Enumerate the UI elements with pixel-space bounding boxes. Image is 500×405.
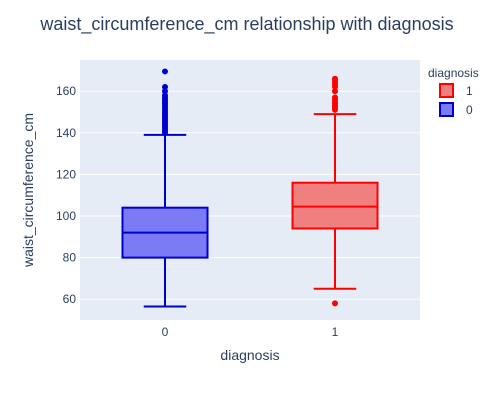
legend-swatch xyxy=(439,83,454,98)
iqr-box xyxy=(291,181,379,230)
x-tick-label: 0 xyxy=(162,325,169,339)
outlier-point xyxy=(162,92,168,99)
y-tick-label: 100 xyxy=(56,209,76,223)
x-axis-label: diagnosis xyxy=(220,347,279,363)
x-tick-label: 1 xyxy=(332,325,339,339)
y-tick-label: 140 xyxy=(56,126,76,140)
box-series-1 xyxy=(291,75,379,307)
outlier-point xyxy=(332,300,338,307)
outlier-point xyxy=(332,75,338,82)
box-series-0 xyxy=(121,68,209,308)
outlier-point xyxy=(162,84,168,91)
legend-title: diagnosis xyxy=(428,66,479,80)
legend-swatch xyxy=(439,102,454,117)
legend: diagnosis 1 0 xyxy=(428,66,479,117)
legend-label: 1 xyxy=(466,84,473,98)
legend-item-0[interactable]: 0 xyxy=(439,102,473,117)
y-tick-label: 80 xyxy=(63,251,77,265)
box-plots xyxy=(121,68,379,308)
outlier-point xyxy=(162,88,168,95)
y-tick-label: 120 xyxy=(56,167,76,181)
y-axis-ticks: 60 80 100 120 140 160 xyxy=(56,84,76,306)
chart-title: waist_circumference_cm relationship with… xyxy=(39,14,453,35)
y-tick-label: 60 xyxy=(63,292,77,306)
y-axis-label: waist_circumference_cm xyxy=(20,113,36,268)
y-tick-label: 160 xyxy=(56,84,76,98)
legend-item-1[interactable]: 1 xyxy=(439,83,473,98)
outlier-point xyxy=(332,88,338,95)
outlier-point xyxy=(332,94,338,101)
outlier-point xyxy=(162,68,168,75)
legend-label: 0 xyxy=(466,103,473,117)
